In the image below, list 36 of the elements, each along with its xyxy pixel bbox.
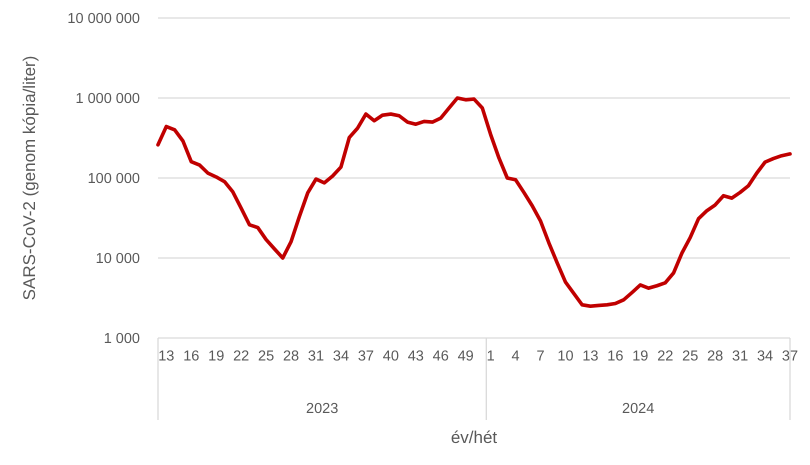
x-tick-label: 25	[682, 348, 698, 364]
x-tick-label: 10	[557, 348, 574, 364]
x-tick-label: 40	[382, 348, 399, 364]
x-tick-label: 7	[536, 348, 545, 364]
y-axis-title: SARS-CoV-2 (genom kópia/liter)	[20, 56, 39, 300]
y-tick-label: 1 000	[104, 331, 140, 348]
x-tick-label: 37	[358, 348, 374, 364]
y-tick-label: 100 000	[88, 171, 140, 188]
text: 2024	[622, 401, 654, 417]
x-tick-label: 31	[308, 348, 324, 364]
y-tick-label: 1 000 000	[75, 91, 140, 108]
x-tick-label: 22	[233, 348, 250, 364]
x-tick-label: 19	[208, 348, 224, 364]
x-tick-label: 19	[632, 348, 648, 364]
x-tick-label: 34	[332, 348, 350, 364]
x-axis-title: év/hét	[450, 428, 498, 447]
x-tick-label: 37	[782, 348, 798, 364]
x-tick-label: 4	[512, 348, 520, 364]
x-tick-label: 16	[607, 348, 624, 364]
x-tick-label: 31	[732, 348, 748, 364]
y-tick-label: 10 000	[96, 251, 140, 268]
x-tick-label: 28	[282, 348, 300, 364]
x-tick-label: 43	[408, 348, 424, 364]
x-tick-label: 34	[756, 348, 774, 364]
x-tick-label: 46	[432, 348, 449, 364]
text: 2023	[306, 401, 338, 417]
x-tick-label: 16	[183, 348, 200, 364]
x-tick-label: 28	[707, 348, 724, 364]
y-tick-label: 10 000 000	[67, 11, 140, 28]
x-tick-label: 13	[158, 348, 174, 364]
x-tick-label: 49	[458, 348, 474, 364]
x-tick-label: 25	[258, 348, 274, 364]
x-tick-label: 13	[582, 348, 598, 364]
line-series	[156, 96, 792, 308]
x-tick-label: 22	[657, 348, 674, 364]
x-tick-label: 1	[486, 348, 495, 364]
